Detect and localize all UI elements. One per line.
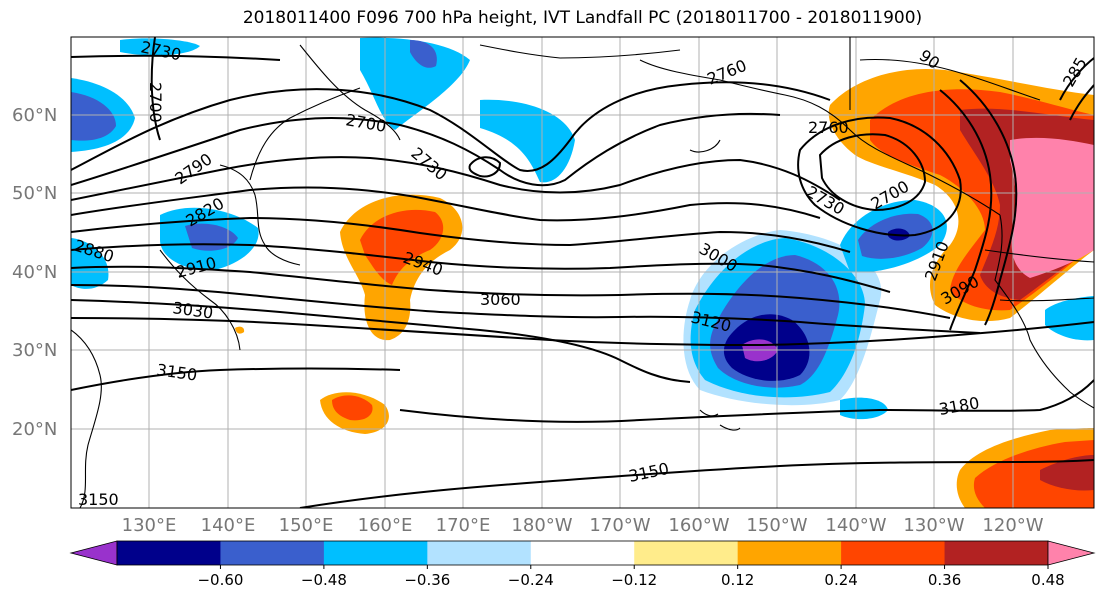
contour-label: 3150 [78, 490, 119, 509]
lon-tick-label: 140°W [825, 515, 886, 536]
warm-region-small1-core [332, 395, 373, 421]
height-contours [71, 37, 1094, 508]
warm-region-se-red [973, 440, 1094, 508]
colorbar-tick-label: 0.12 [721, 571, 754, 589]
warm-region-small2 [235, 326, 245, 334]
blue-region-north2 [360, 37, 470, 130]
lon-tick-label: 130°W [903, 515, 964, 536]
warm-region-ne-pink [1010, 137, 1094, 278]
contour-label: 2700 [146, 82, 165, 123]
colorbar-extend-right [1047, 540, 1096, 566]
colorbar-swatch [323, 541, 428, 565]
colorbar-tick-label: −0.36 [404, 571, 450, 589]
contour-label: 2760 [808, 118, 849, 137]
colorbar-swatch [530, 541, 635, 565]
warm-region-se-dark [1040, 455, 1094, 491]
lat-tick-label: 60°N [12, 105, 57, 126]
colorbar-swatch [220, 541, 325, 565]
blue-region-north3-core [410, 40, 437, 68]
colorbar-swatch [427, 541, 532, 565]
colorbar-swatch [944, 541, 1049, 565]
lon-tick-label: 130°E [122, 515, 177, 536]
colorbar-tick-label: 0.48 [1031, 571, 1064, 589]
blue-region-coast [1045, 296, 1094, 341]
lon-tick-label: 150°W [746, 515, 807, 536]
lat-tick-label: 30°N [12, 340, 57, 361]
colorbar-swatch [737, 541, 842, 565]
lat-axis: 60°N 50°N 40°N 30°N 20°N [12, 105, 57, 440]
warm-region-nw-core [360, 209, 444, 285]
colorbar-swatch [841, 541, 946, 565]
lon-tick-label: 120°W [982, 515, 1043, 536]
colorbar-extend-left [69, 540, 118, 566]
map-title: 2018011400 F096 700 hPa height, IVT Land… [242, 8, 923, 28]
colorbar-tick-label: −0.48 [301, 571, 347, 589]
colorbar-tick-label: 0.36 [928, 571, 961, 589]
lon-tick-label: 160°W [668, 515, 729, 536]
lat-tick-label: 50°N [12, 183, 57, 204]
lat-tick-label: 20°N [12, 419, 57, 440]
colorbar: −0.60 −0.48 −0.36 −0.24 −0.12 0.12 0.24 0.36 0.4… [69, 540, 1096, 589]
blue-region-leftcore [71, 92, 116, 141]
lon-axis: 130°E 140°E 150°E 160°E 170°E 180°W 170°… [122, 515, 1044, 536]
coastlines [71, 37, 1094, 508]
plot-frame [70, 36, 1095, 509]
blue-region-north1 [120, 38, 200, 56]
lon-tick-label: 170°E [436, 515, 491, 536]
contour-label: 3060 [480, 290, 521, 309]
lon-tick-label: 160°E [358, 515, 413, 536]
lat-tick-label: 40°N [12, 262, 57, 283]
lon-tick-label: 180°W [511, 515, 572, 536]
blue-region-small-se [840, 397, 888, 420]
blue-region-left2 [71, 238, 109, 289]
lon-tick-label: 150°E [279, 515, 334, 536]
lon-tick-label: 140°E [201, 515, 256, 536]
colorbar-tick-label: 0.24 [824, 571, 857, 589]
colorbar-swatch [117, 541, 221, 565]
lon-tick-label: 170°W [589, 515, 650, 536]
colorbar-tick-label: −0.60 [197, 571, 243, 589]
colorbar-tick-label: −0.12 [611, 571, 657, 589]
colorbar-swatch [634, 541, 739, 565]
colorbar-tick-label: −0.24 [508, 571, 554, 589]
